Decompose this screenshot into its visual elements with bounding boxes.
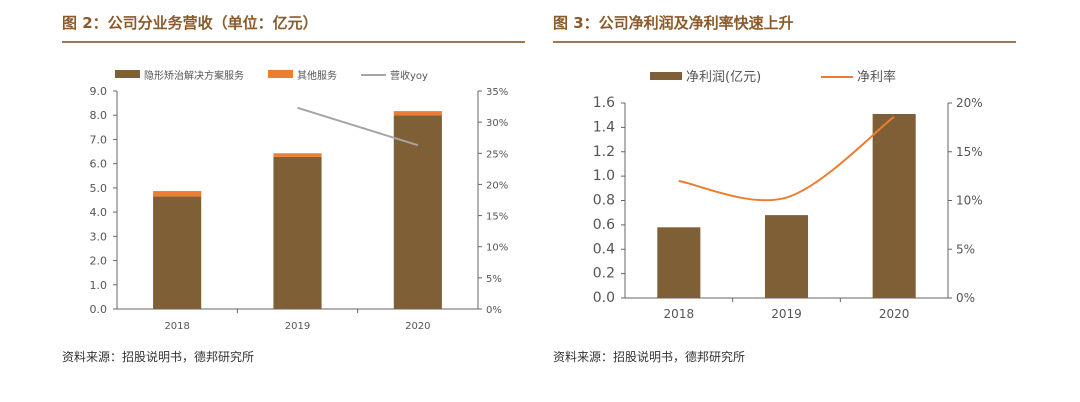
y-tick-label: 6.0 [90, 158, 108, 171]
y-tick-label: 0.0 [90, 303, 108, 316]
y-tick-label: 5.0 [90, 182, 108, 195]
x-tick-label: 2018 [164, 321, 189, 332]
legend-label: 其他服务 [297, 69, 337, 82]
legend-swatch [115, 70, 140, 78]
right-title-rule [553, 41, 1016, 43]
y-tick-label: 0.0 [593, 290, 615, 306]
bar-2019-1 [273, 153, 322, 157]
y-tick-label: 0.2 [593, 266, 615, 282]
y-tick-label: 1.0 [593, 168, 615, 184]
y-tick-label: 0.4 [593, 241, 615, 257]
y-tick-label: 1.0 [90, 279, 108, 292]
y-tick-label: 4.0 [90, 206, 108, 219]
legend-label: 隐形矫治解决方案服务 [144, 69, 244, 82]
y-tick-label: 9.0 [90, 85, 108, 98]
y2-tick-label: 0% [486, 305, 502, 316]
revenue-chart: 0.0 1.0 2.0 3.0 4.0 5.0 6.0 7.0 8.0 9.0 0% 5% 10% 15%… [90, 69, 509, 332]
y-tick-label: 2.0 [90, 255, 108, 268]
left-chart-title: 图 2：公司分业务营收（单位：亿元） [62, 14, 318, 32]
legend-label: 营收yoy [390, 69, 428, 82]
bar-2018-0 [153, 196, 202, 309]
y2-tick-label: 5% [956, 242, 975, 256]
legend-label: 净利润(亿元) [686, 70, 761, 85]
left-title-rule [62, 41, 525, 43]
bar-2020-0 [393, 115, 442, 309]
bar-2018-1 [153, 191, 202, 197]
y2-tick-label: 5% [486, 274, 502, 285]
x-tick-label: 2019 [285, 321, 310, 332]
y-tick-label: 1.2 [593, 144, 615, 160]
bar-2019-0 [764, 215, 809, 298]
legend-swatch [268, 70, 293, 78]
line-营收yoy [297, 106, 419, 147]
y-tick-label: 0.6 [593, 217, 615, 233]
y-tick-label: 8.0 [90, 109, 108, 122]
y2-tick-label: 20% [956, 96, 983, 110]
y-tick-label: 3.0 [90, 230, 108, 243]
x-tick-label: 2020 [405, 321, 430, 332]
y-tick-label: 0.8 [593, 193, 615, 209]
x-tick-label: 2019 [771, 307, 802, 321]
x-tick-label: 2020 [879, 307, 910, 321]
legend-swatch [650, 72, 682, 80]
y2-tick-label: 10% [486, 243, 508, 254]
y2-tick-label: 15% [956, 145, 983, 159]
profit-chart: 0.0 0.2 0.4 0.6 0.8 1.0 1.2 1.4 1.6 0% 5% 10% 15% 20%… [593, 69, 983, 321]
right-chart-title: 图 3：公司净利润及净利率快速上升 [553, 14, 794, 32]
legend-label: 净利率 [857, 69, 896, 85]
y2-tick-label: 30% [486, 118, 508, 129]
y-tick-label: 1.4 [593, 119, 615, 135]
left-source-note: 资料来源：招股说明书，德邦研究所 [62, 350, 255, 364]
bar-2019-0 [273, 156, 322, 309]
x-tick-label: 2018 [664, 307, 695, 321]
bar-2020-1 [393, 111, 442, 116]
y2-tick-label: 15% [486, 212, 508, 223]
right-source-note: 资料来源：招股说明书，德邦研究所 [553, 350, 746, 364]
y-tick-label: 7.0 [90, 133, 108, 146]
y2-tick-label: 35% [486, 87, 508, 98]
y2-tick-label: 0% [956, 291, 975, 305]
bar-2020-0 [872, 113, 916, 298]
y2-tick-label: 10% [956, 194, 983, 208]
y-tick-label: 1.6 [593, 95, 615, 111]
bar-2018-0 [657, 227, 701, 298]
y2-tick-label: 20% [486, 180, 508, 191]
y2-tick-label: 25% [486, 149, 508, 160]
line-净利率 [678, 115, 895, 202]
